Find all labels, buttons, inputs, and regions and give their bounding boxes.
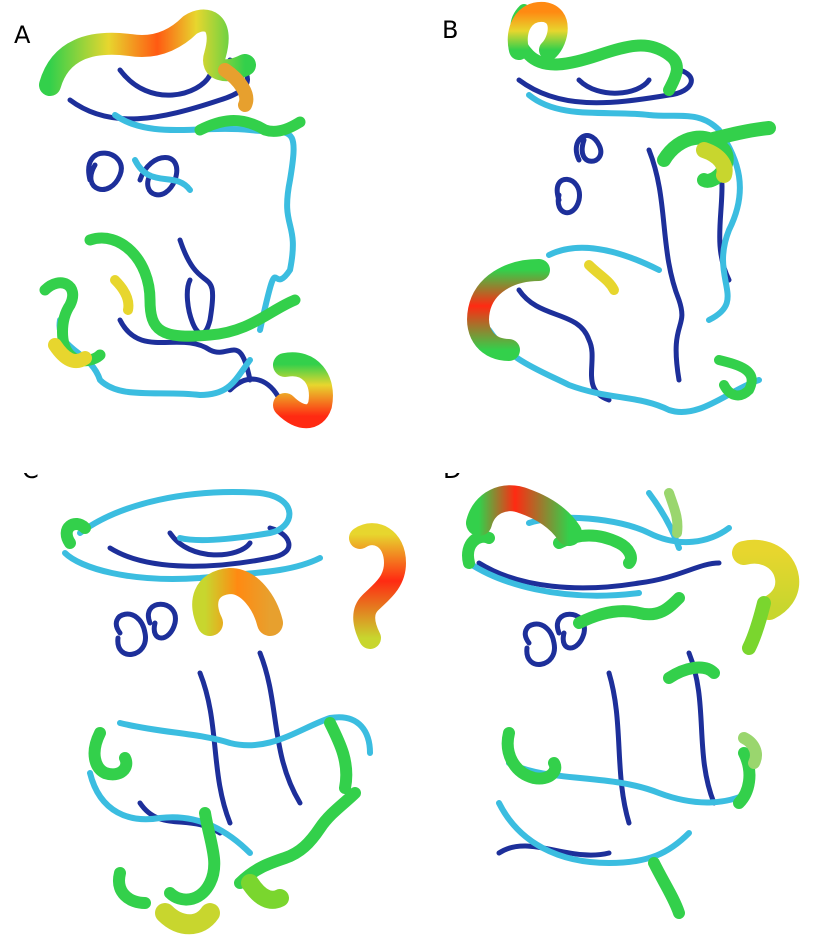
loop-yellow-mid xyxy=(110,275,134,315)
loop-mid-orange xyxy=(192,568,283,636)
loop-yellow-mid xyxy=(584,260,619,295)
loop-right xyxy=(349,523,406,649)
loop-mid-helix xyxy=(657,121,776,188)
protein-ribbon-b xyxy=(467,2,776,415)
loop-bottom-green xyxy=(241,874,289,909)
loop-mid-yellow xyxy=(696,142,733,183)
loop-high xyxy=(39,9,256,96)
loop-right-green xyxy=(742,596,771,655)
panel-label-d: D xyxy=(443,473,461,482)
protein-ribbon-d xyxy=(462,485,800,919)
panel-d: D xyxy=(409,473,817,946)
backbone-midlow xyxy=(466,490,752,866)
loop-yellow-left xyxy=(48,338,92,369)
loop-top-faint xyxy=(664,488,683,538)
panel-label-c: C xyxy=(22,473,39,482)
loop-top xyxy=(462,529,756,919)
loop-top-orange xyxy=(507,2,568,60)
loop-bottom-right xyxy=(714,355,757,401)
panel-label-a: A xyxy=(14,21,31,49)
backbone-midlow xyxy=(486,92,762,415)
backbone-midlow xyxy=(62,489,373,856)
protein-ribbon-a xyxy=(39,9,333,429)
loop-top-red xyxy=(466,485,582,546)
panel-a: A xyxy=(0,0,408,473)
backbone-low xyxy=(516,67,732,403)
loop-right-yellow xyxy=(732,539,800,620)
backbone-low xyxy=(476,560,722,858)
loop-mid-faint xyxy=(738,732,762,769)
loop-top-right xyxy=(218,63,254,112)
panel-label-b: B xyxy=(442,16,459,44)
loop-left xyxy=(467,259,550,361)
panel-b: B xyxy=(409,0,817,473)
panel-c: C xyxy=(0,473,408,946)
backbone-low xyxy=(107,525,303,836)
protein-ribbon-c xyxy=(60,489,406,935)
loop-bottom-yellow xyxy=(155,903,220,935)
loop-bottom-right xyxy=(273,352,333,429)
loop-left xyxy=(60,518,361,909)
